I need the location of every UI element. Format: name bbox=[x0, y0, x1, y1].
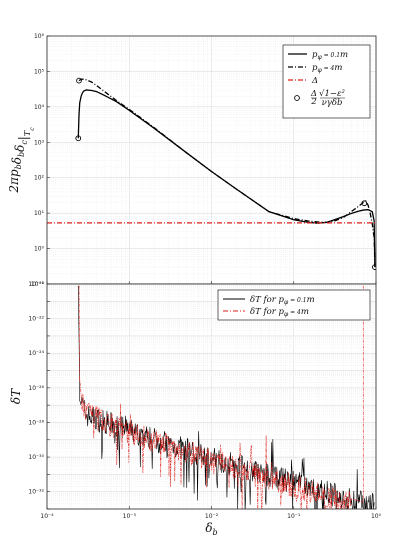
legend-frac-den: 2 bbox=[310, 97, 316, 107]
x-axis-label: δb bbox=[205, 521, 217, 537]
y-axis-label-bottom: δT bbox=[9, 388, 23, 404]
x-tick-label: 10⁰ bbox=[371, 513, 382, 520]
panel-2: 10⁻⁴ 10⁻³ 10⁻² 10⁻¹ 10⁰ 10⁻³² 10⁻³⁰ 10⁻²⁸ 10⁻²⁶ 1… bbox=[28, 281, 382, 520]
x-tick-label: 10⁻² bbox=[205, 513, 219, 520]
x-tick-label: 10⁻³ bbox=[123, 513, 137, 520]
y-tick-label: 10⁵ bbox=[34, 68, 45, 75]
legend-label-2: pφ = 4m bbox=[312, 63, 342, 74]
y-tick-label: 10³ bbox=[34, 139, 45, 146]
legend-label-5: δT for pφ = 0.1m bbox=[250, 295, 315, 306]
y-tick-label: 10¹ bbox=[34, 210, 45, 217]
series-4-marker bbox=[76, 77, 82, 84]
series-2-line bbox=[78, 285, 364, 509]
series-4-marker bbox=[372, 264, 376, 270]
series-4-marker bbox=[361, 200, 368, 207]
y-tick-label: 10⁴ bbox=[34, 104, 45, 111]
y-tick-label: 10⁻²⁸ bbox=[28, 419, 44, 426]
series-1-line bbox=[77, 89, 376, 268]
y-tick-label: 10⁻²⁴ bbox=[28, 350, 44, 357]
y-tick-label: 10⁻²⁶ bbox=[28, 385, 44, 392]
legend-frac-num: Δ bbox=[310, 89, 317, 99]
legend-frame bbox=[217, 289, 371, 321]
x-tick-label: 10⁻⁴ bbox=[40, 513, 54, 520]
y-tick-label: 10⁰ bbox=[34, 246, 45, 253]
legend-frame bbox=[282, 44, 371, 119]
y-tick-label: 10⁻²² bbox=[28, 316, 44, 323]
legend-frac-num2: √1−ε² bbox=[319, 89, 346, 99]
legend-label-3: Δ bbox=[311, 76, 318, 86]
legend-label-6: δT for pφ = 4m bbox=[250, 307, 309, 318]
y-axis-label-top: 2πpbδbδc|Tc bbox=[7, 127, 36, 194]
y-tick-label: 10⁻¹ bbox=[31, 281, 45, 288]
x-tick-label: 10⁻¹ bbox=[287, 513, 301, 520]
series-1-line bbox=[77, 285, 375, 509]
y-tick-label: 10⁻³⁰ bbox=[28, 454, 44, 461]
legend-swatch-4 bbox=[294, 95, 300, 101]
legend-frac-den2: νγδb bbox=[322, 98, 343, 108]
y-tick-label: 10² bbox=[34, 175, 45, 182]
series-2-line bbox=[78, 78, 376, 268]
series-group bbox=[47, 77, 376, 270]
legend-label-1: pφ = 0.1m bbox=[312, 50, 348, 61]
series-group bbox=[77, 285, 375, 509]
y-tick-label: 10⁻²⁰ bbox=[28, 281, 44, 288]
y-tick-label: 10⁶ bbox=[34, 33, 45, 40]
y-tick-label: 10⁻³² bbox=[28, 489, 44, 496]
series-4-marker bbox=[75, 135, 82, 142]
